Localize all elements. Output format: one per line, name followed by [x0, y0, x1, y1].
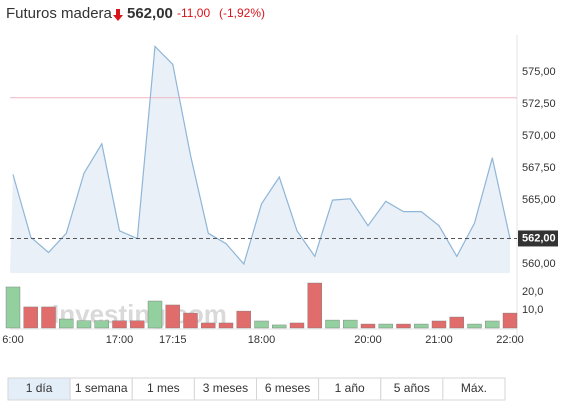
range-button-label: 5 años	[394, 381, 430, 395]
range-button-label: 3 meses	[203, 381, 248, 395]
title: Futuros madera	[6, 5, 113, 22]
x-tick-label: 22:00	[496, 334, 524, 346]
change-pct: (-1,92%)	[219, 6, 265, 20]
y-tick-label: 565,00	[522, 194, 556, 206]
y-tick-label: 570,00	[522, 130, 556, 142]
volume-bar	[431, 320, 447, 329]
volume-bar	[272, 324, 287, 329]
volume-bar	[396, 323, 411, 329]
volume-bar	[76, 320, 92, 329]
volume-bar	[485, 320, 500, 329]
range-button[interactable]: 1 día	[7, 377, 71, 401]
y-tick-label: 572,50	[522, 98, 556, 110]
range-button[interactable]: 1 semana	[69, 377, 133, 401]
volume-bar	[201, 322, 216, 329]
volume-bar	[112, 320, 127, 329]
volume-bar	[218, 322, 234, 329]
range-button[interactable]: 6 meses	[256, 377, 320, 401]
x-tick-label: 21:00	[425, 334, 453, 346]
range-button-label: 1 semana	[75, 381, 128, 395]
volume-bar	[467, 323, 482, 329]
price: 562,00	[127, 5, 173, 22]
current-tag	[518, 230, 558, 247]
range-button[interactable]: 1 mes	[131, 377, 195, 401]
volume-bar	[343, 319, 358, 329]
range-button-label: Máx.	[461, 381, 487, 395]
volume-bar	[325, 319, 340, 329]
x-tick-label: 17:00	[106, 334, 134, 346]
volume-bar	[183, 312, 198, 329]
y-tick-label: 567,50	[522, 162, 556, 174]
volume-bar	[378, 323, 393, 329]
y-tick-label: 20,0	[522, 286, 543, 298]
down-arrow	[113, 9, 123, 21]
y-tick-label: 575,00	[522, 66, 556, 78]
volume-bar	[165, 304, 180, 329]
volume-bar	[59, 318, 74, 329]
range-button[interactable]: 5 años	[380, 377, 444, 401]
price-line	[12, 45, 511, 266]
volume-bar	[414, 323, 429, 329]
volume-bar	[307, 282, 322, 329]
volume-bar	[23, 306, 38, 329]
change: -11,00	[177, 6, 210, 20]
volume-bar	[289, 322, 305, 329]
y-tick-label: 10,0	[522, 304, 543, 316]
volume-bar	[360, 323, 376, 329]
range-button[interactable]: Máx.	[442, 377, 506, 401]
volume-bar	[449, 316, 464, 329]
volume-bar	[94, 320, 109, 329]
volume-bar	[130, 320, 145, 329]
range-button-label: 6 meses	[265, 381, 310, 395]
range-button-label: 1 mes	[147, 381, 180, 395]
current-label: 562,00	[522, 232, 556, 244]
area	[10, 46, 510, 273]
x-tick-label: 6:00	[2, 334, 23, 346]
volume-bar	[236, 310, 251, 329]
range-button[interactable]: 1 año	[318, 377, 382, 401]
x-tick-label: 17:15	[159, 334, 187, 346]
range-button-bg	[442, 377, 506, 401]
y-tick-label: 560,00	[522, 258, 556, 270]
x-tick-label: 18:00	[248, 334, 276, 346]
range-button[interactable]: 3 meses	[193, 377, 257, 401]
volume-bar	[5, 286, 21, 329]
x-tick-label: 20:00	[354, 334, 382, 346]
volume-bar	[147, 300, 163, 329]
range-button-label: 1 día	[26, 381, 53, 395]
range-button-label: 1 año	[335, 381, 365, 395]
volume-bar	[254, 320, 269, 329]
volume-bar	[41, 306, 56, 329]
volume-bar	[502, 312, 518, 329]
